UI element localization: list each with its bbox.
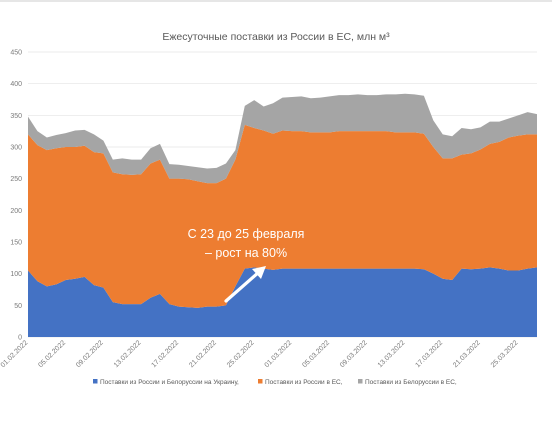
area-series — [28, 124, 537, 308]
x-tick-label: 09.03.2022 — [339, 339, 369, 369]
x-tick-label: 17.02.2022 — [150, 339, 180, 369]
y-tick-label: 200 — [10, 208, 22, 215]
legend-label: Поставки из России в ЕС, — [265, 379, 343, 386]
y-tick-label: 300 — [10, 145, 22, 152]
x-tick-label: 17.03.2022 — [414, 339, 444, 369]
y-axis: 0 50 100 150 200 250 300 350 400 450 — [10, 50, 22, 342]
annotation-line-2: – рост на 80% — [205, 246, 287, 260]
legend-label: Поставки из Белоруссии в ЕС, — [365, 379, 457, 386]
legend-swatch — [358, 379, 363, 384]
annotation-arrow-head — [252, 266, 266, 279]
area-series — [28, 93, 537, 184]
annotation: С 23 до 25 февраля – рост на 80% — [188, 227, 305, 303]
x-tick-label: 01.03.2022 — [264, 339, 294, 369]
x-tick-label: 21.02.2022 — [188, 339, 218, 369]
top-rule — [0, 0, 552, 2]
legend-swatch — [258, 379, 263, 384]
x-tick-label: 05.02.2022 — [37, 339, 67, 369]
y-tick-label: 400 — [10, 81, 22, 88]
legend-label: Поставки из России и Белоруссии на Украи… — [100, 379, 239, 386]
x-tick-label: 21.03.2022 — [452, 339, 482, 369]
x-tick-label: 05.03.2022 — [301, 339, 331, 369]
y-tick-label: 50 — [14, 303, 22, 310]
y-tick-label: 450 — [10, 50, 22, 57]
annotation-arrow-shaft — [224, 270, 261, 303]
y-tick-label: 100 — [10, 271, 22, 278]
x-tick-label: 25.02.2022 — [226, 339, 256, 369]
x-tick-label: 13.02.2022 — [113, 339, 143, 369]
annotation-line-1: С 23 до 25 февраля — [188, 227, 305, 241]
chart-title: Ежесуточные поставки из России в ЕС, млн… — [162, 31, 390, 43]
x-axis: 01.02.2022 05.02.2022 09.02.2022 13.02.2022… — [0, 339, 520, 369]
area-layer — [28, 93, 537, 337]
x-tick-label: 25.03.2022 — [490, 339, 520, 369]
x-tick-label: 01.02.2022 — [0, 339, 29, 369]
y-tick-label: 250 — [10, 176, 22, 183]
legend: Поставки из России и Белоруссии на Украи… — [93, 379, 457, 386]
area-series — [28, 267, 537, 337]
y-tick-label: 0 — [18, 335, 22, 342]
x-tick-label: 09.02.2022 — [75, 339, 105, 369]
x-tick-label: 13.03.2022 — [377, 339, 407, 369]
y-tick-label: 150 — [10, 240, 22, 247]
y-tick-label: 350 — [10, 113, 22, 120]
legend-swatch — [93, 379, 98, 384]
